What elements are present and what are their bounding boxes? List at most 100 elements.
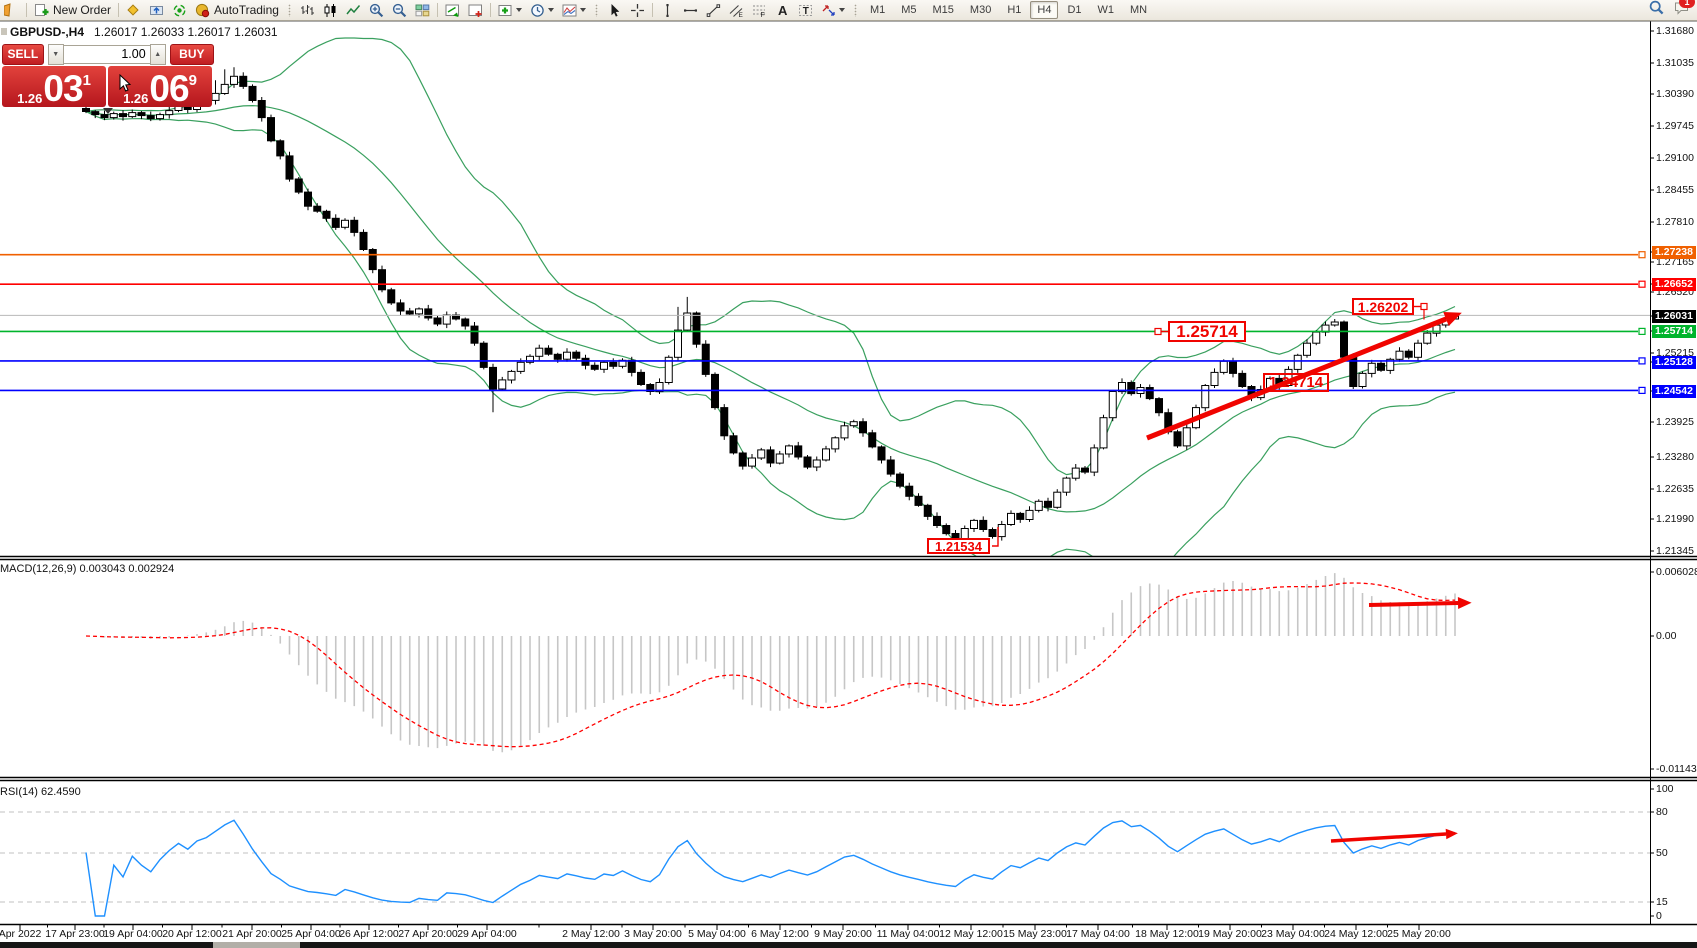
notification-badge: 1: [1679, 0, 1695, 8]
price-axis-label: 1.22635: [1656, 483, 1694, 495]
indicators-window-icon[interactable]: [442, 1, 463, 19]
toolbar-items: New Order AutoTrading E F A T M1 M5 M15 M30 H1 H4 D1…: [0, 0, 1155, 20]
price-axis-label: 1.31035: [1656, 57, 1694, 69]
sell-price-panel[interactable]: 1.26 03 1: [2, 66, 106, 107]
price-level-badge: 1.25714: [1652, 324, 1696, 338]
price-axis-label: 1.29100: [1656, 152, 1694, 164]
price-axis-label: 1.27810: [1656, 216, 1694, 228]
time-axis-label: Apr 2022: [0, 928, 42, 940]
buy-price-panel[interactable]: 1.26 06 9: [108, 66, 212, 107]
styler-icon[interactable]: [123, 1, 144, 19]
price-axis-label: 1.28455: [1656, 184, 1694, 196]
price-axis-label: 1.21345: [1656, 545, 1694, 557]
tile-windows-icon[interactable]: [412, 1, 433, 19]
add-indicator-dropdown[interactable]: [495, 1, 525, 19]
volume-stepper: ▼ ▲: [47, 43, 166, 65]
zoom-in-icon[interactable]: [366, 1, 387, 19]
time-axis-label: 21 Apr 20:00: [222, 928, 282, 940]
line-chart-mode-icon[interactable]: [343, 1, 364, 19]
text-tool-icon[interactable]: A: [772, 1, 793, 19]
buy-price-point: 9: [188, 72, 197, 89]
rsi-header: RSI(14) 62.4590: [0, 786, 81, 798]
bar-chart-mode-icon[interactable]: [297, 1, 318, 19]
svg-text:A: A: [778, 3, 788, 18]
volume-increase-button[interactable]: ▲: [149, 43, 166, 65]
cursor-tool-icon[interactable]: [604, 1, 625, 19]
macd-axis-label: 0.006028: [1656, 566, 1697, 578]
toolbar-separator: [853, 3, 857, 17]
timeframe-H4[interactable]: H4: [1030, 1, 1059, 19]
collapse-panel-arrow[interactable]: [103, 108, 113, 114]
fibonacci-tool-icon[interactable]: F: [749, 1, 770, 19]
chevron-down-icon: [838, 8, 845, 12]
sell-price-point: 1: [82, 72, 91, 89]
notifications-icon[interactable]: 1: [1674, 0, 1695, 20]
price-annotation[interactable]: 1.21534: [927, 538, 990, 554]
time-axis-label: 19 May 20:00: [1198, 928, 1262, 940]
svg-text:T: T: [803, 6, 809, 17]
signals-icon[interactable]: [169, 1, 190, 19]
chevron-down-icon: [547, 8, 554, 12]
new-order-button[interactable]: New Order: [31, 1, 114, 19]
sell-price-pips: 03: [43, 68, 83, 109]
price-axis-label: 1.23280: [1656, 451, 1694, 463]
trendline-tool-icon[interactable]: [703, 1, 724, 19]
toolbar-separator: [489, 3, 491, 17]
periods-dropdown[interactable]: [527, 1, 557, 19]
timeframe-MN[interactable]: MN: [1130, 4, 1148, 16]
time-axis-label: 11 May 04:00: [876, 928, 940, 940]
zoom-out-icon[interactable]: [389, 1, 410, 19]
time-axis-label: 23 May 04:00: [1261, 928, 1325, 940]
timeframe-M15[interactable]: M15: [932, 4, 954, 16]
timeframe-H1[interactable]: H1: [1007, 4, 1022, 16]
timeframe-D1[interactable]: D1: [1067, 4, 1082, 16]
time-axis-label: 5 May 04:00: [688, 928, 746, 940]
autotrading-button[interactable]: AutoTrading: [192, 1, 282, 19]
timeframe-M1[interactable]: M1: [869, 4, 886, 16]
horizontal-line-tool-icon[interactable]: [680, 1, 701, 19]
rsi-axis-label: 0: [1656, 910, 1662, 922]
price-axis-label: 1.30390: [1656, 88, 1694, 100]
vertical-line-tool-icon[interactable]: [657, 1, 678, 19]
volume-decrease-button[interactable]: ▼: [47, 43, 64, 65]
price-annotation[interactable]: 1.25714: [1168, 321, 1246, 342]
time-axis-label: 12 May 12:00: [939, 928, 1003, 940]
price-annotation[interactable]: 1.24714: [1263, 373, 1329, 392]
arrows-dropdown[interactable]: [818, 1, 848, 19]
search-icon[interactable]: [1649, 0, 1664, 20]
autotrading-button-label: AutoTrading: [214, 3, 279, 17]
buy-price-prefix: 1.26: [123, 91, 149, 106]
partial-icon[interactable]: [1, 1, 22, 19]
objects-window-icon[interactable]: [465, 1, 486, 19]
publish-icon[interactable]: [146, 1, 167, 19]
one-click-trading-panel: SELL ▼ ▲ BUY 1.26 03 1 1.26 06 9: [2, 43, 214, 114]
price-level-badge: 1.26031: [1652, 309, 1696, 323]
timeframe-M30[interactable]: M30: [969, 4, 992, 16]
time-axis-label: 25 May 20:00: [1387, 928, 1451, 940]
chart-title: GBPUSD-,H4 1.26017 1.26033 1.26017 1.260…: [10, 25, 278, 39]
price-annotation[interactable]: 1.26202: [1352, 298, 1414, 315]
sell-button[interactable]: SELL: [2, 43, 44, 65]
timeframe-M5[interactable]: M5: [901, 4, 917, 16]
price-axis-label: 1.31680: [1656, 25, 1694, 37]
time-axis-label: 19 Apr 04:00: [103, 928, 163, 940]
toolbar-separator: [651, 3, 653, 17]
templates-dropdown[interactable]: [559, 1, 589, 19]
equidistant-channel-tool-icon[interactable]: E: [726, 1, 747, 19]
time-axis-label: 6 May 12:00: [751, 928, 809, 940]
crosshair-tool-icon[interactable]: [627, 1, 648, 19]
candlestick-mode-icon[interactable]: [320, 1, 341, 19]
time-axis-label: 25 Apr 04:00: [281, 928, 341, 940]
price-level-badge: 1.25128: [1652, 355, 1696, 369]
volume-input[interactable]: [63, 44, 150, 64]
svg-text:E: E: [738, 12, 743, 18]
price-axis-label: 1.21990: [1656, 513, 1694, 525]
text-label-tool-icon[interactable]: T: [795, 1, 816, 19]
toolbar-separator: [436, 3, 438, 17]
timeframe-W1[interactable]: W1: [1097, 4, 1115, 16]
price-axis-label: 1.27165: [1656, 256, 1694, 268]
buy-button[interactable]: BUY: [169, 43, 214, 65]
